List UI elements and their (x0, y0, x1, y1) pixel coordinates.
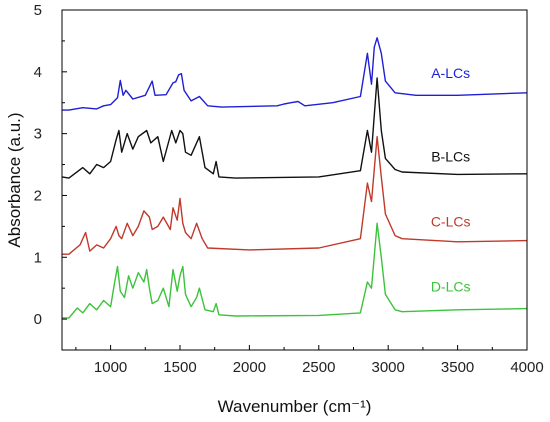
series-line-a-lcs (62, 37, 528, 111)
series-line-d-lcs (62, 222, 528, 319)
x-axis-title: Wavenumber (cm⁻¹) (218, 397, 372, 416)
x-tick-label: 2500 (302, 359, 335, 376)
y-tick-label: 5 (34, 2, 42, 19)
series-label-a-lcs: A-LCs (431, 65, 470, 81)
y-axis-title: Absorbance (a.u.) (5, 112, 24, 247)
x-tick-label: 3500 (441, 359, 474, 376)
x-tick-label: 1500 (163, 359, 196, 376)
y-tick-label: 4 (34, 64, 42, 81)
plot-frame (61, 9, 528, 351)
y-tick-label: 3 (34, 126, 42, 143)
x-tick-label: 2000 (233, 359, 266, 376)
x-tick-label: 3000 (372, 359, 405, 376)
x-tick-label: 1000 (94, 359, 127, 376)
series-label-c-lcs: C-LCs (431, 213, 471, 229)
plot-area (61, 37, 528, 319)
series-labels: A-LCs B-LCs C-LCs D-LCs (431, 65, 471, 294)
series-label-b-lcs: B-LCs (431, 148, 470, 164)
y-tick-label: 0 (34, 311, 42, 328)
y-tick-label: 2 (34, 187, 42, 204)
x-tick-label: 4000 (510, 359, 543, 376)
y-axis: 0 1 2 3 4 5 (34, 2, 67, 328)
series-line-c-lcs (62, 135, 528, 255)
series-label-d-lcs: D-LCs (431, 278, 471, 294)
x-axis: 1000 1500 2000 2500 3000 3500 4000 (75, 345, 544, 376)
series-line-b-lcs (61, 77, 528, 179)
y-tick-label: 1 (34, 249, 42, 266)
